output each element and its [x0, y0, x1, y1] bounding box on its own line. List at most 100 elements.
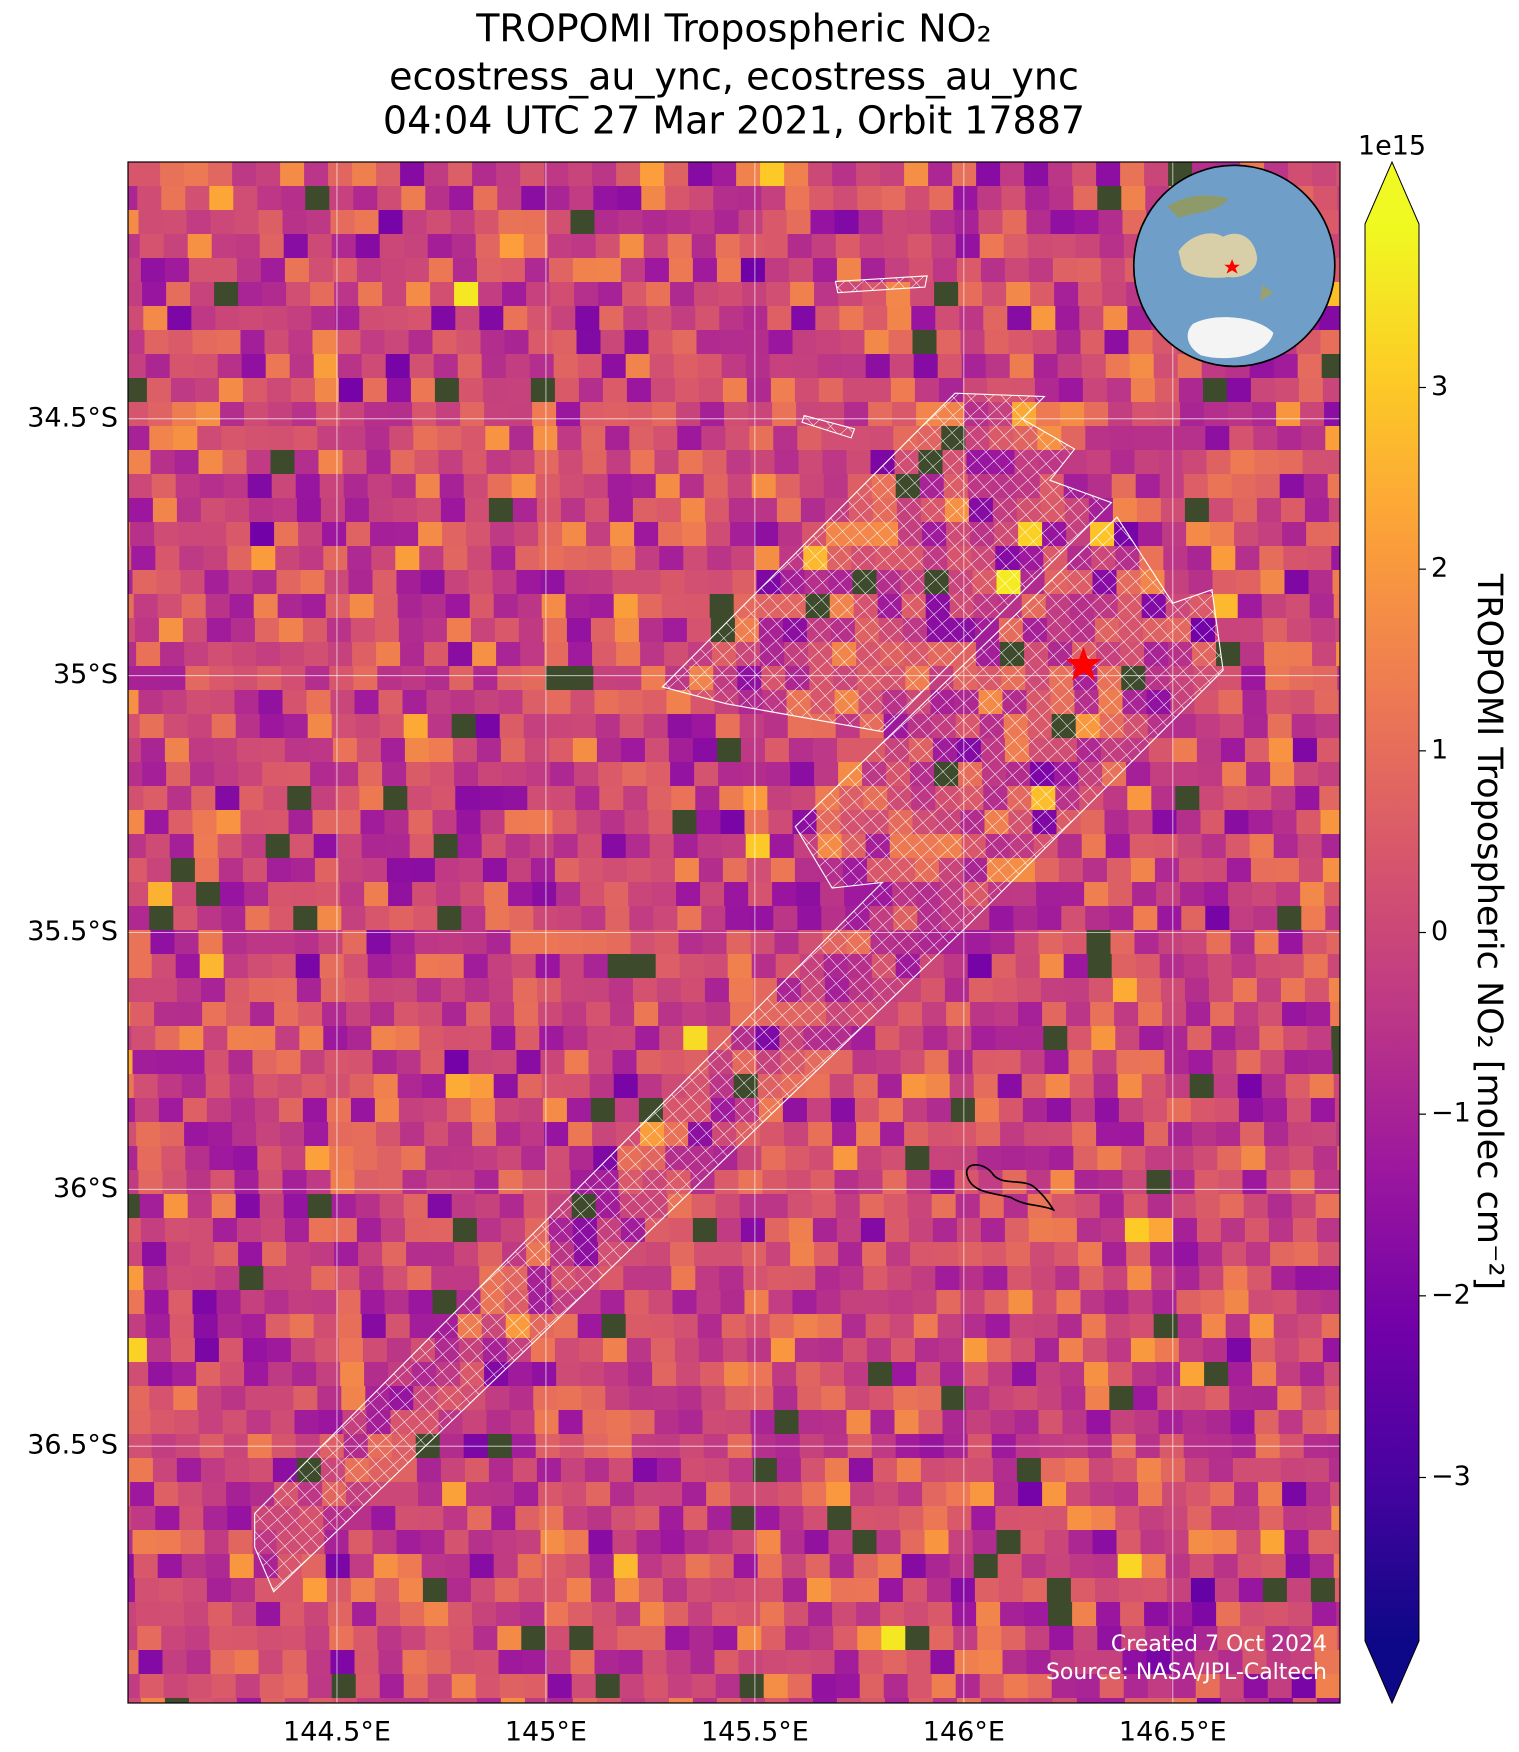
pixel	[794, 858, 820, 883]
pixel	[502, 282, 527, 307]
pixel	[287, 786, 312, 811]
pixel	[560, 498, 586, 523]
pixel	[1325, 1386, 1340, 1411]
pixel	[1096, 1122, 1121, 1147]
pixel	[1289, 1146, 1314, 1171]
pixel	[287, 306, 312, 331]
pixel	[1302, 930, 1328, 955]
pixel	[1139, 1506, 1164, 1531]
pixel	[1100, 1218, 1126, 1243]
pixel	[311, 786, 336, 811]
pixel	[361, 834, 387, 859]
pixel	[1080, 1290, 1106, 1315]
pixel	[478, 1242, 503, 1267]
pixel	[328, 642, 353, 667]
pixel	[239, 786, 264, 811]
pixel	[480, 330, 506, 355]
pixel	[742, 762, 767, 787]
pixel	[630, 930, 656, 955]
pixel	[1138, 1482, 1163, 1507]
pixel	[1172, 738, 1198, 763]
pixel	[676, 1362, 701, 1387]
pixel	[1319, 786, 1340, 811]
pixel	[1273, 354, 1299, 379]
pixel	[391, 474, 417, 499]
pixel	[622, 762, 647, 787]
pixel	[830, 1098, 856, 1123]
pixel	[401, 1146, 426, 1171]
pixel	[1093, 1554, 1119, 1579]
pixel	[173, 426, 198, 451]
pixel	[596, 738, 622, 763]
pixel	[245, 1386, 270, 1411]
pixel	[1282, 522, 1307, 547]
pixel	[755, 546, 780, 571]
pixel	[355, 1674, 381, 1699]
pixel	[258, 210, 284, 235]
pixel	[128, 858, 148, 883]
pixel	[281, 1626, 306, 1651]
pixel	[1238, 162, 1264, 163]
pixel	[494, 1578, 520, 1603]
pixel	[829, 1554, 855, 1579]
pixel	[950, 1098, 976, 1123]
pixel	[464, 978, 490, 1003]
pixel	[281, 1146, 306, 1171]
pixel	[856, 1602, 881, 1627]
pixel	[1134, 450, 1160, 475]
pixel	[388, 882, 413, 907]
pixel	[592, 162, 617, 187]
pixel	[1261, 1554, 1287, 1579]
pixel	[1220, 738, 1246, 763]
pixel	[420, 570, 446, 595]
pixel	[1278, 450, 1304, 475]
pixel	[439, 954, 465, 979]
pixel	[1177, 834, 1203, 859]
pixel	[749, 426, 774, 451]
pixel	[172, 402, 197, 427]
pixel	[133, 594, 159, 619]
pixel	[832, 162, 857, 187]
pixel	[797, 906, 822, 931]
pixel	[378, 1170, 404, 1195]
pixel	[499, 234, 525, 259]
pixel	[178, 1482, 203, 1507]
pixel	[232, 1602, 257, 1627]
pixel	[1333, 1074, 1340, 1099]
pixel	[584, 1458, 610, 1483]
pixel	[1270, 762, 1295, 787]
pixel	[358, 762, 383, 787]
pixel	[1339, 1194, 1340, 1219]
pixel	[436, 402, 461, 427]
pixel	[1052, 1698, 1078, 1703]
pixel	[1214, 1578, 1240, 1603]
pixel	[766, 282, 791, 307]
pixel	[232, 1122, 257, 1147]
pixel	[136, 642, 161, 667]
pixel	[396, 1530, 422, 1555]
pixel	[656, 1458, 682, 1483]
pixel	[640, 162, 665, 187]
pixel	[226, 522, 251, 547]
pixel	[498, 1170, 524, 1195]
pixel	[978, 1650, 1004, 1675]
pixel	[853, 1554, 879, 1579]
pixel	[572, 1698, 598, 1703]
pixel	[636, 1050, 662, 1075]
pixel	[466, 1002, 491, 1027]
pixel	[616, 1602, 641, 1627]
pixel	[1310, 162, 1336, 163]
pixel	[427, 1194, 453, 1219]
pixel	[454, 762, 479, 787]
pixel	[128, 714, 141, 739]
pixel	[380, 1218, 406, 1243]
pixel	[1273, 834, 1299, 859]
pixel	[397, 1074, 423, 1099]
pixel	[1290, 1170, 1316, 1195]
colorbar-outline	[1364, 160, 1420, 1705]
pixel	[154, 1482, 179, 1507]
pixel	[748, 1362, 773, 1387]
pixel	[666, 690, 692, 715]
pixel	[536, 498, 562, 523]
pixel	[1076, 1698, 1102, 1703]
